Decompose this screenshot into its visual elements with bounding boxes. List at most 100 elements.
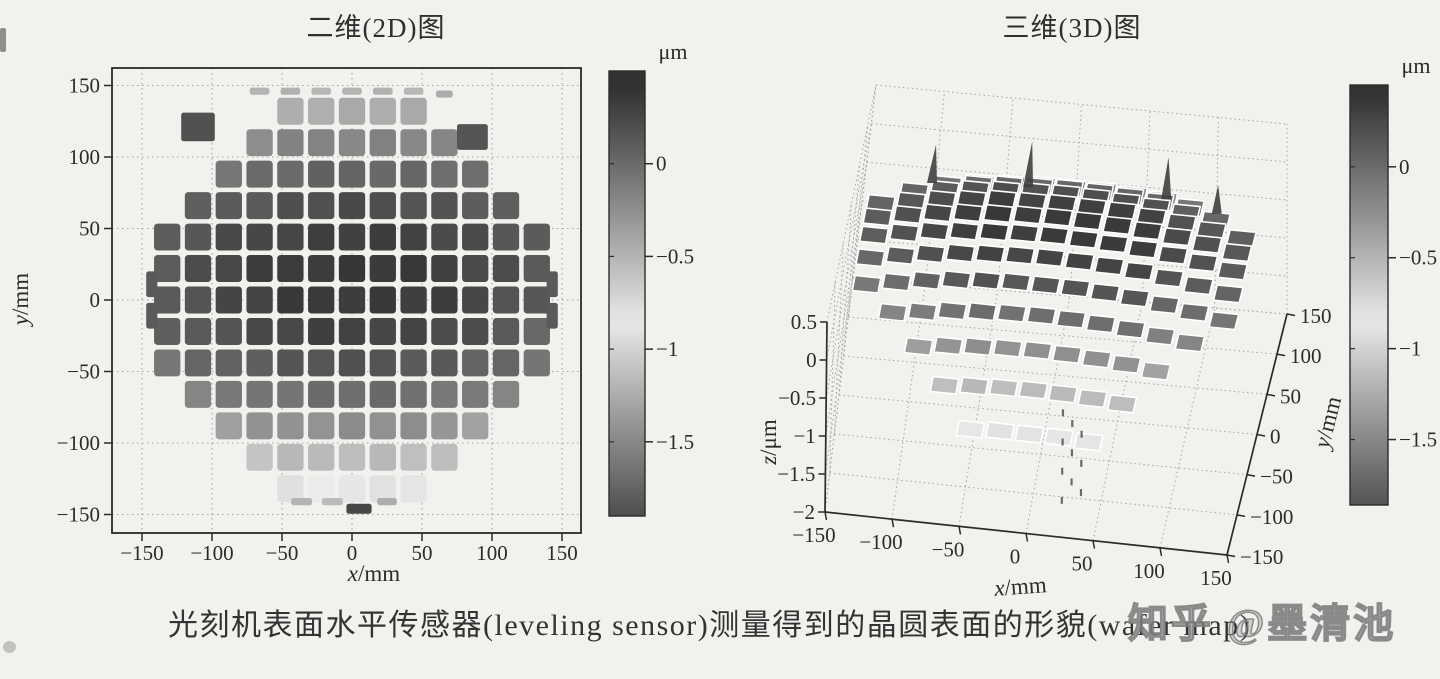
noise-trail-3d xyxy=(1060,409,1083,504)
die xyxy=(277,443,304,471)
svg-text:y/mm: y/mm xyxy=(8,273,33,327)
die-3d xyxy=(1076,197,1107,217)
rim-spikes-3d xyxy=(926,141,1222,214)
die xyxy=(246,223,273,251)
axes-2d: −150 −100 −50 0 50 100 150 150 100 50 0 −50 −100 −150… xyxy=(8,67,582,586)
die-3d xyxy=(1212,284,1244,304)
die xyxy=(308,97,335,125)
die-fragment xyxy=(321,498,343,506)
die-3d xyxy=(1208,310,1240,331)
svg-text:−100: −100 xyxy=(57,431,100,455)
die xyxy=(338,317,366,345)
die xyxy=(462,192,489,220)
svg-text:100: 100 xyxy=(476,541,508,565)
die-3d xyxy=(948,221,980,241)
die xyxy=(369,97,396,125)
die xyxy=(154,223,181,251)
die-3d xyxy=(1034,247,1066,268)
svg-text:−50: −50 xyxy=(67,360,100,384)
die xyxy=(308,317,335,345)
die xyxy=(308,223,335,251)
die xyxy=(431,412,458,440)
svg-text:μm: μm xyxy=(1402,53,1431,78)
die-3d xyxy=(1000,272,1032,292)
die xyxy=(369,223,396,251)
die-3d xyxy=(855,248,886,268)
svg-text:150: 150 xyxy=(69,74,101,98)
die xyxy=(215,349,242,377)
die-3d xyxy=(1178,302,1210,323)
die xyxy=(215,223,242,251)
die-3d xyxy=(1008,223,1040,243)
die xyxy=(277,380,304,408)
die-3d xyxy=(978,222,1010,242)
die-3d xyxy=(1115,319,1146,339)
die-3d xyxy=(851,274,882,294)
svg-text:0: 0 xyxy=(806,348,817,372)
die xyxy=(338,412,366,440)
die xyxy=(277,286,304,314)
die xyxy=(246,255,273,283)
die xyxy=(462,286,489,314)
die xyxy=(400,412,427,440)
svg-text:50: 50 xyxy=(1072,552,1093,576)
die xyxy=(400,443,427,471)
figure-caption: 光刻机表面水平传感器(leveling sensor)测量得到的晶圆表面的形貌(… xyxy=(168,609,1252,642)
die-3d xyxy=(937,301,968,321)
die xyxy=(400,97,427,125)
svg-text:−50: −50 xyxy=(932,537,965,561)
die xyxy=(338,97,366,125)
colorbar-3d: μm 0 −0.5 −1 −1.5 xyxy=(1349,53,1437,506)
die xyxy=(277,475,304,503)
die xyxy=(400,192,427,220)
die xyxy=(308,412,335,440)
die xyxy=(369,443,396,471)
svg-text:−50: −50 xyxy=(1260,465,1293,489)
die xyxy=(308,380,335,408)
colorbar-gradient xyxy=(1349,84,1389,506)
die xyxy=(215,412,242,440)
die xyxy=(369,160,396,188)
die-3d xyxy=(962,336,994,357)
die xyxy=(431,317,458,345)
svg-text:−50: −50 xyxy=(266,541,299,565)
svg-text:−1.5: −1.5 xyxy=(777,462,815,486)
die-3d xyxy=(1014,424,1045,444)
svg-text:−0.5: −0.5 xyxy=(1399,246,1437,270)
die xyxy=(462,223,489,251)
die xyxy=(277,412,304,440)
die xyxy=(369,475,396,503)
die xyxy=(277,255,304,283)
die-3d xyxy=(1042,207,1074,227)
die xyxy=(184,286,212,314)
die-3d xyxy=(881,272,912,292)
die-3d xyxy=(970,270,1002,291)
die-3d xyxy=(1060,278,1091,298)
die-3d xyxy=(1038,225,1070,246)
svg-text:−150: −150 xyxy=(1240,545,1283,569)
colorbar-2d: μm 0 −0.5 −1 −1.5 xyxy=(608,39,694,517)
die xyxy=(431,129,458,157)
svg-text:−0.5: −0.5 xyxy=(656,244,694,268)
die xyxy=(369,317,396,345)
scan-smudge xyxy=(0,28,6,52)
svg-text:−150: −150 xyxy=(120,541,163,565)
die xyxy=(431,286,458,314)
die xyxy=(523,255,550,283)
die xyxy=(523,223,550,251)
die-3d xyxy=(1004,245,1036,265)
die-3d xyxy=(1026,305,1057,326)
die-3d xyxy=(1106,394,1138,414)
die-3d xyxy=(919,221,950,241)
die xyxy=(246,160,273,188)
svg-text:−100: −100 xyxy=(859,530,902,554)
panel-3d-plot: 0.50−0.5−1−1.5−2−150 −100 −50 0 50 100 1501501… xyxy=(756,53,1437,601)
die-3d xyxy=(1043,427,1074,447)
die xyxy=(277,223,304,251)
die xyxy=(338,349,366,377)
die-3d xyxy=(1165,213,1197,233)
wafer-dies-2d xyxy=(154,97,550,503)
spike xyxy=(1023,141,1034,188)
die-3d xyxy=(1072,211,1104,231)
svg-text:y/mm: y/mm xyxy=(1309,394,1346,453)
